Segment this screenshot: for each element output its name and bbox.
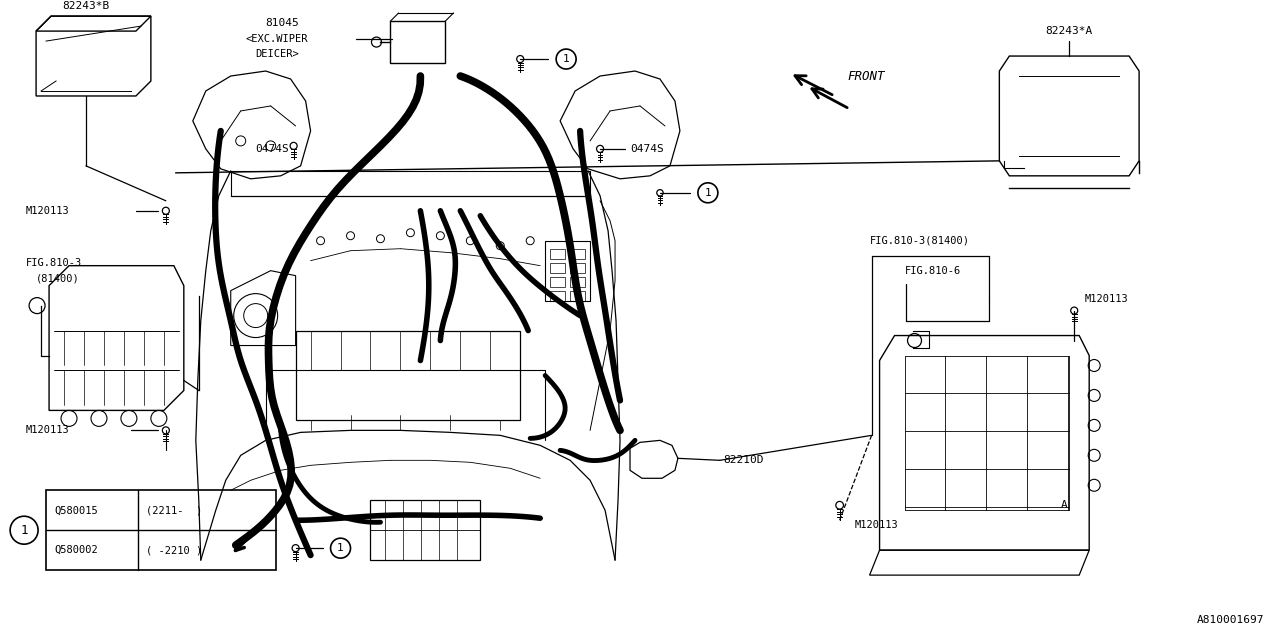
Text: DEICER>: DEICER> bbox=[256, 49, 300, 59]
Text: Q580015: Q580015 bbox=[54, 505, 97, 515]
Text: M120113: M120113 bbox=[855, 520, 899, 530]
Text: 0474S: 0474S bbox=[256, 144, 289, 154]
Text: ( -2210 ): ( -2210 ) bbox=[146, 545, 202, 555]
Text: (2211-  ): (2211- ) bbox=[146, 505, 202, 515]
Text: FIG.810-6: FIG.810-6 bbox=[905, 266, 961, 276]
Text: FIG.810-3(81400): FIG.810-3(81400) bbox=[869, 236, 969, 246]
Text: 0474S: 0474S bbox=[630, 144, 664, 154]
Text: FIG.810-3: FIG.810-3 bbox=[26, 258, 82, 268]
Text: M120113: M120113 bbox=[26, 426, 70, 435]
Text: A810001697: A810001697 bbox=[1197, 615, 1263, 625]
Text: M120113: M120113 bbox=[26, 206, 70, 216]
Text: 81045: 81045 bbox=[266, 18, 300, 28]
Text: 1: 1 bbox=[337, 543, 344, 553]
Text: 1: 1 bbox=[704, 188, 712, 198]
Text: 1: 1 bbox=[20, 524, 28, 537]
Text: 82243*B: 82243*B bbox=[63, 1, 110, 11]
Text: M120113: M120113 bbox=[1084, 294, 1128, 303]
Text: FRONT: FRONT bbox=[847, 70, 886, 83]
Text: 82243*A: 82243*A bbox=[1046, 26, 1093, 36]
Text: 82210D: 82210D bbox=[723, 455, 763, 465]
Text: Q580002: Q580002 bbox=[54, 545, 97, 555]
Text: 1: 1 bbox=[563, 54, 570, 64]
Text: A: A bbox=[1061, 500, 1068, 510]
Text: (81400): (81400) bbox=[36, 274, 79, 284]
Text: <EXC.WIPER: <EXC.WIPER bbox=[246, 34, 308, 44]
